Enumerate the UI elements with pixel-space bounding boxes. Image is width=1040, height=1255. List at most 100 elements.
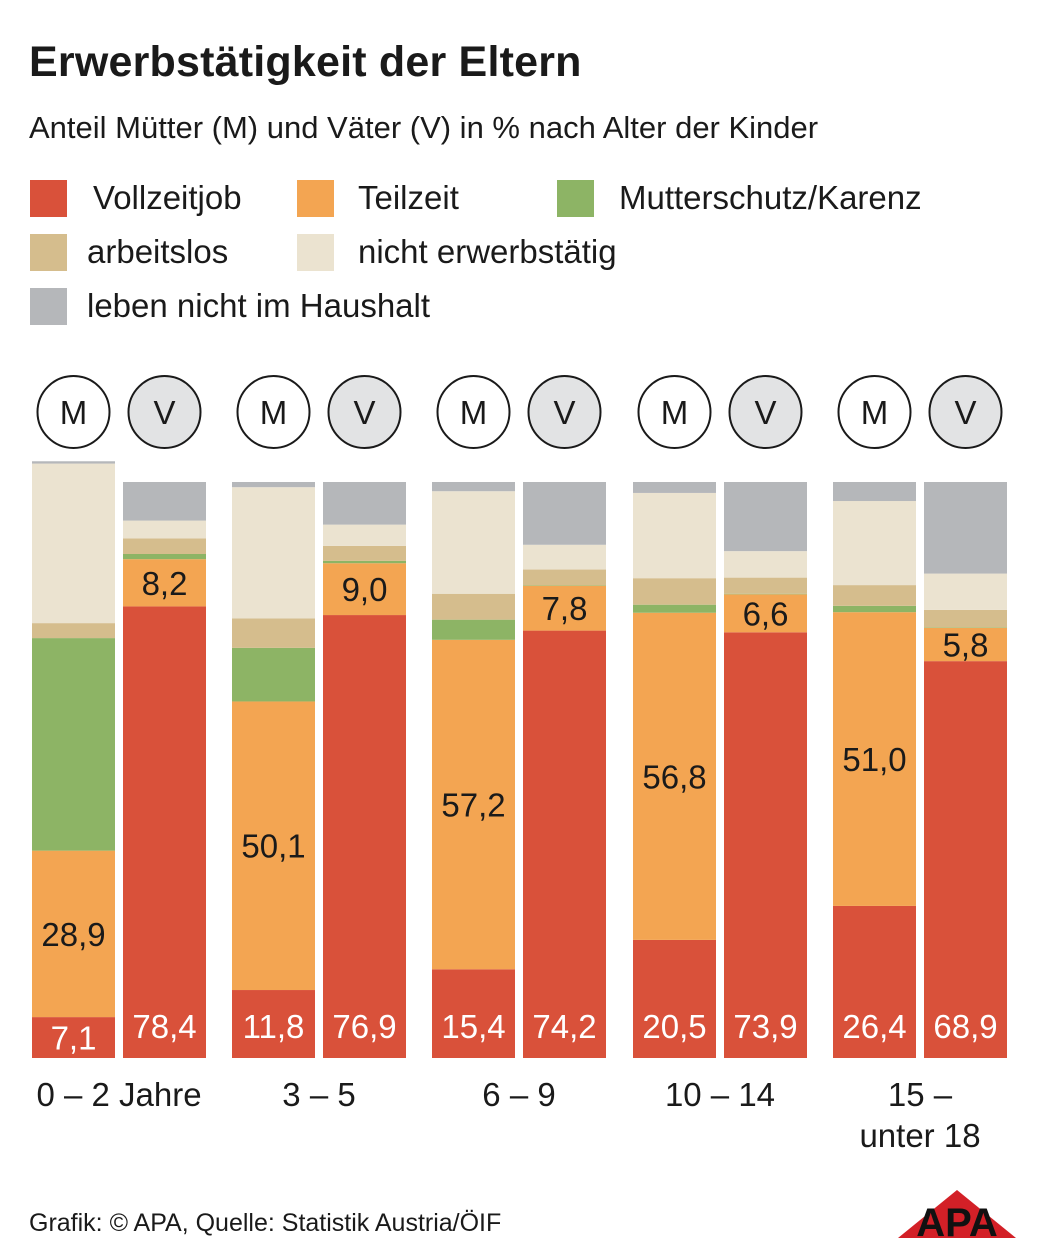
parent-circle-v — [928, 375, 1003, 449]
data-label-vollzeit: 7,1 — [51, 1020, 97, 1057]
parent-circle-v — [527, 375, 602, 449]
parent-label-v: V — [954, 394, 976, 431]
data-label-teilzeit: 28,9 — [41, 916, 105, 953]
parent-circle-m — [436, 375, 511, 449]
data-label-teilzeit: 9,0 — [342, 571, 388, 608]
bar-segment-nicht — [523, 544, 606, 570]
bar-segment-vollzeit — [833, 905, 916, 1058]
bar-segment-teilzeit — [323, 563, 406, 616]
bar-segment-haushalt — [523, 482, 606, 545]
bar-segment-arbeitslos — [323, 545, 406, 561]
bar-segment-karenz — [523, 585, 606, 586]
data-label-teilzeit: 7,8 — [542, 590, 588, 627]
bar-segment-vollzeit — [523, 630, 606, 1058]
bar-segment-teilzeit — [123, 559, 206, 607]
bar-segment-karenz — [232, 647, 315, 702]
x-tick-label: 0 – 2 Jahre — [36, 1076, 201, 1113]
parent-circle-v — [327, 375, 402, 449]
bar-segment-teilzeit — [924, 627, 1007, 662]
parent-label-v: V — [353, 394, 375, 431]
bar-segment-karenz — [633, 604, 716, 613]
apa-logo: APA — [898, 1190, 1016, 1240]
parent-label-m: M — [260, 394, 288, 431]
bar-segment-haushalt — [232, 482, 315, 488]
bar-segment-nicht — [323, 524, 406, 546]
data-label-vollzeit: 68,9 — [933, 1008, 997, 1045]
legend-label-karenz: Mutterschutz/Karenz — [619, 179, 922, 216]
bar-segment-arbeitslos — [32, 623, 115, 639]
legend-item-vollzeit: Vollzeitjob — [30, 178, 242, 218]
bar-segment-haushalt — [32, 461, 115, 464]
bar-segment-arbeitslos — [432, 593, 515, 620]
x-tick-label: 6 – 9 — [482, 1076, 555, 1113]
parent-label-m: M — [460, 394, 488, 431]
bar-segment-vollzeit — [924, 661, 1007, 1058]
data-label-teilzeit: 51,0 — [842, 741, 906, 778]
data-label-teilzeit: 50,1 — [241, 828, 305, 865]
bar-segment-haushalt — [432, 482, 515, 492]
bar-segment-haushalt — [724, 482, 807, 552]
data-label-vollzeit: 74,2 — [532, 1008, 596, 1045]
data-label-vollzeit: 73,9 — [733, 1008, 797, 1045]
legend-item-teilzeit: Teilzeit — [297, 178, 459, 218]
bar-segment-teilzeit — [232, 701, 315, 991]
x-tick-label: 3 – 5 — [282, 1076, 355, 1113]
bar-segment-karenz — [123, 554, 206, 560]
parent-circle-v — [728, 375, 803, 449]
legend-swatch-karenz — [557, 179, 594, 217]
legend-label-nicht: nicht erwerbstätig — [358, 233, 617, 270]
bar-segment-nicht — [724, 551, 807, 578]
legend-swatch-haushalt — [30, 287, 67, 325]
legend-label-arbeitslos: arbeitslos — [87, 233, 229, 270]
chart-title: Erwerbstätigkeit der Eltern — [29, 38, 582, 86]
parent-label-m: M — [861, 394, 889, 431]
legend-label-vollzeit: Vollzeitjob — [93, 179, 242, 216]
parent-circle-v — [127, 375, 202, 449]
bar-segment-teilzeit — [724, 594, 807, 633]
data-label-teilzeit: 6,6 — [743, 595, 789, 632]
bar-segment-karenz — [432, 619, 515, 640]
x-tick-label: 15 – unter 18 — [859, 1076, 980, 1154]
bar-segment-haushalt — [123, 482, 206, 521]
legend-swatch-teilzeit — [297, 179, 334, 217]
parent-circle-m — [837, 375, 912, 449]
bar-segment-nicht — [924, 573, 1007, 610]
bar-segment-vollzeit — [724, 632, 807, 1058]
bar-segment-teilzeit — [833, 612, 916, 906]
bar-segment-vollzeit — [323, 615, 406, 1058]
bar-segment-teilzeit — [32, 850, 115, 1018]
data-label-vollzeit: 15,4 — [441, 1008, 505, 1045]
bar-segment-haushalt — [924, 482, 1007, 574]
bar-segment-vollzeit — [123, 606, 206, 1058]
parent-label-m: M — [60, 394, 88, 431]
bar-segment-arbeitslos — [724, 577, 807, 594]
bar-segment-karenz — [724, 593, 807, 595]
bar-segment-arbeitslos — [232, 618, 315, 648]
legend-item-nicht: nicht erwerbstätig — [297, 232, 617, 272]
apa-logo-text: APA — [916, 1201, 997, 1240]
bar-segment-karenz — [833, 605, 916, 613]
bar-segment-teilzeit — [523, 585, 606, 631]
source-credit: Grafik: © APA, Quelle: Statistik Austria… — [29, 1209, 502, 1237]
bar-segment-nicht — [32, 463, 115, 624]
data-label-teilzeit: 5,8 — [943, 626, 989, 663]
bar-segment-haushalt — [323, 482, 406, 525]
bar-segment-teilzeit — [633, 612, 716, 940]
bar-segment-vollzeit — [32, 1017, 115, 1058]
bar-segment-arbeitslos — [523, 569, 606, 586]
bar-segment-nicht — [833, 501, 916, 586]
bar-segment-vollzeit — [232, 990, 315, 1058]
parent-circle-m — [36, 375, 111, 449]
bar-segment-arbeitslos — [924, 609, 1007, 628]
bar-segment-vollzeit — [432, 969, 515, 1058]
data-label-vollzeit: 76,9 — [332, 1008, 396, 1045]
bar-segment-haushalt — [633, 482, 716, 493]
legend-item-arbeitslos: arbeitslos — [30, 232, 228, 272]
bar-segment-nicht — [633, 492, 716, 579]
legend: Vollzeitjob Teilzeit Mutterschutz/Karenz… — [0, 0, 1040, 340]
bar-segment-arbeitslos — [123, 538, 206, 554]
bar-segment-nicht — [123, 520, 206, 539]
legend-swatch-nicht — [297, 233, 334, 271]
parent-circle-m — [637, 375, 712, 449]
data-label-vollzeit: 20,5 — [642, 1008, 706, 1045]
